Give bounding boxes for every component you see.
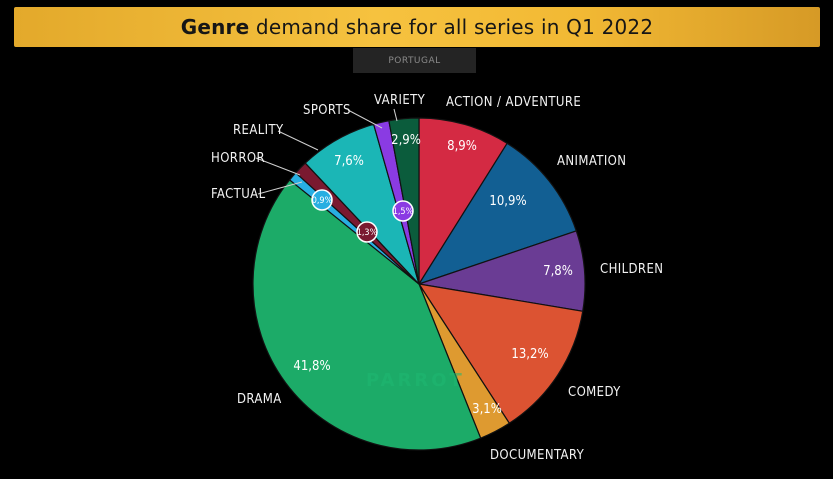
value-bubble-horror <box>356 221 378 243</box>
category-label-reality: REALITY <box>233 123 284 138</box>
value-label-drama: 41,8% <box>293 359 330 374</box>
leader-line-reality <box>277 130 319 151</box>
value-label-children: 7,8% <box>543 264 573 279</box>
leader-line-variety <box>393 108 398 122</box>
leader-line-factual <box>257 181 303 195</box>
slice-action-adventure <box>418 117 508 287</box>
pie-slices <box>252 117 586 451</box>
chart-title-rest: demand share for all series in Q1 2022 <box>249 15 654 39</box>
value-bubble-factual <box>311 189 333 211</box>
category-label-children: CHILDREN <box>600 262 663 277</box>
chart-title-bold: Genre <box>180 15 250 39</box>
category-label-variety: VARIETY <box>374 93 426 108</box>
watermark-text: PARROT <box>366 370 465 391</box>
value-label-factual: 0,9% <box>312 196 333 206</box>
slice-animation <box>417 142 578 286</box>
category-label-documentary: DOCUMENTARY <box>490 448 585 463</box>
slice-drama <box>252 179 482 451</box>
chart-title: Genre demand share for all series in Q1 … <box>181 15 654 39</box>
value-label-reality: 7,6% <box>334 154 364 169</box>
category-label-action-adventure: ACTION / ADVENTURE <box>446 95 581 110</box>
category-label-drama: DRAMA <box>237 392 282 407</box>
chart-title-bar: Genre demand share for all series in Q1 … <box>14 7 820 47</box>
leader-line-sports <box>347 109 383 129</box>
category-label-factual: FACTUAL <box>211 187 266 202</box>
region-badge: PORTUGAL <box>353 48 476 73</box>
value-bubble-sports <box>392 200 414 222</box>
pie-labels: ACTION / ADVENTURE 8,9% ANIMATION 10,9% CHIL… <box>211 93 663 463</box>
category-label-animation: ANIMATION <box>557 154 626 169</box>
value-label-variety: 2,9% <box>391 133 421 148</box>
value-label-documentary: 3,1% <box>472 402 502 417</box>
slice-comedy <box>417 283 584 425</box>
category-label-sports: SPORTS <box>303 103 351 118</box>
category-label-horror: HORROR <box>211 151 265 166</box>
leader-line-horror <box>255 157 301 176</box>
value-label-horror: 1,3% <box>357 228 378 238</box>
value-label-animation: 10,9% <box>489 194 526 209</box>
value-label-comedy: 13,2% <box>511 347 548 362</box>
region-label: PORTUGAL <box>388 55 441 66</box>
value-label-sports: 1,5% <box>393 207 414 217</box>
leader-lines <box>255 108 398 195</box>
category-label-comedy: COMEDY <box>568 385 621 400</box>
value-label-action-adventure: 8,9% <box>447 139 477 154</box>
